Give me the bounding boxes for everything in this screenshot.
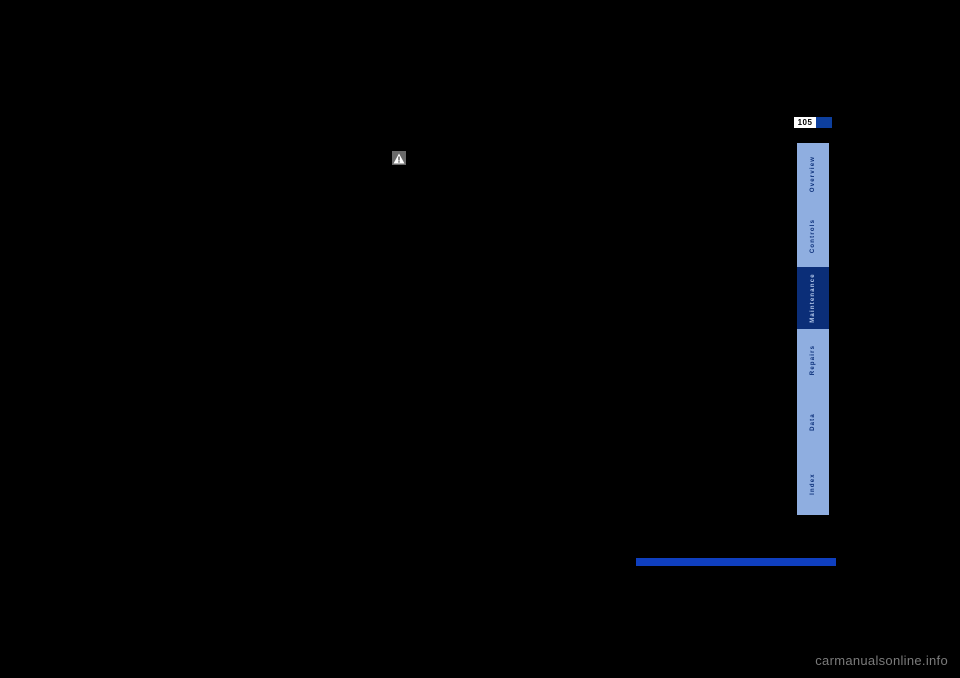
tab-label: Index	[810, 473, 816, 495]
side-tabs: Overview Controls Maintenance Repairs Da…	[797, 143, 829, 515]
watermark-text: carmanualsonline.info	[815, 653, 948, 668]
footer-text-blur	[636, 558, 836, 566]
page-number-stripe	[816, 117, 832, 128]
tab-index[interactable]: Index	[797, 453, 829, 515]
page-number-text: 105	[798, 118, 813, 127]
tab-maintenance[interactable]: Maintenance	[797, 267, 829, 329]
tab-controls[interactable]: Controls	[797, 205, 829, 267]
tab-label: Controls	[810, 219, 816, 253]
bullet-triangle-icon	[504, 264, 511, 282]
tab-overview[interactable]: Overview	[797, 143, 829, 205]
tab-repairs[interactable]: Repairs	[797, 329, 829, 391]
tab-data[interactable]: Data	[797, 391, 829, 453]
tab-label: Overview	[810, 156, 816, 192]
tab-label: Repairs	[810, 345, 816, 375]
tab-label: Data	[810, 413, 816, 431]
page-number: 105	[794, 117, 816, 128]
watermark: carmanualsonline.info	[815, 653, 948, 668]
warning-icon	[392, 151, 406, 165]
tab-label: Maintenance	[810, 273, 816, 323]
